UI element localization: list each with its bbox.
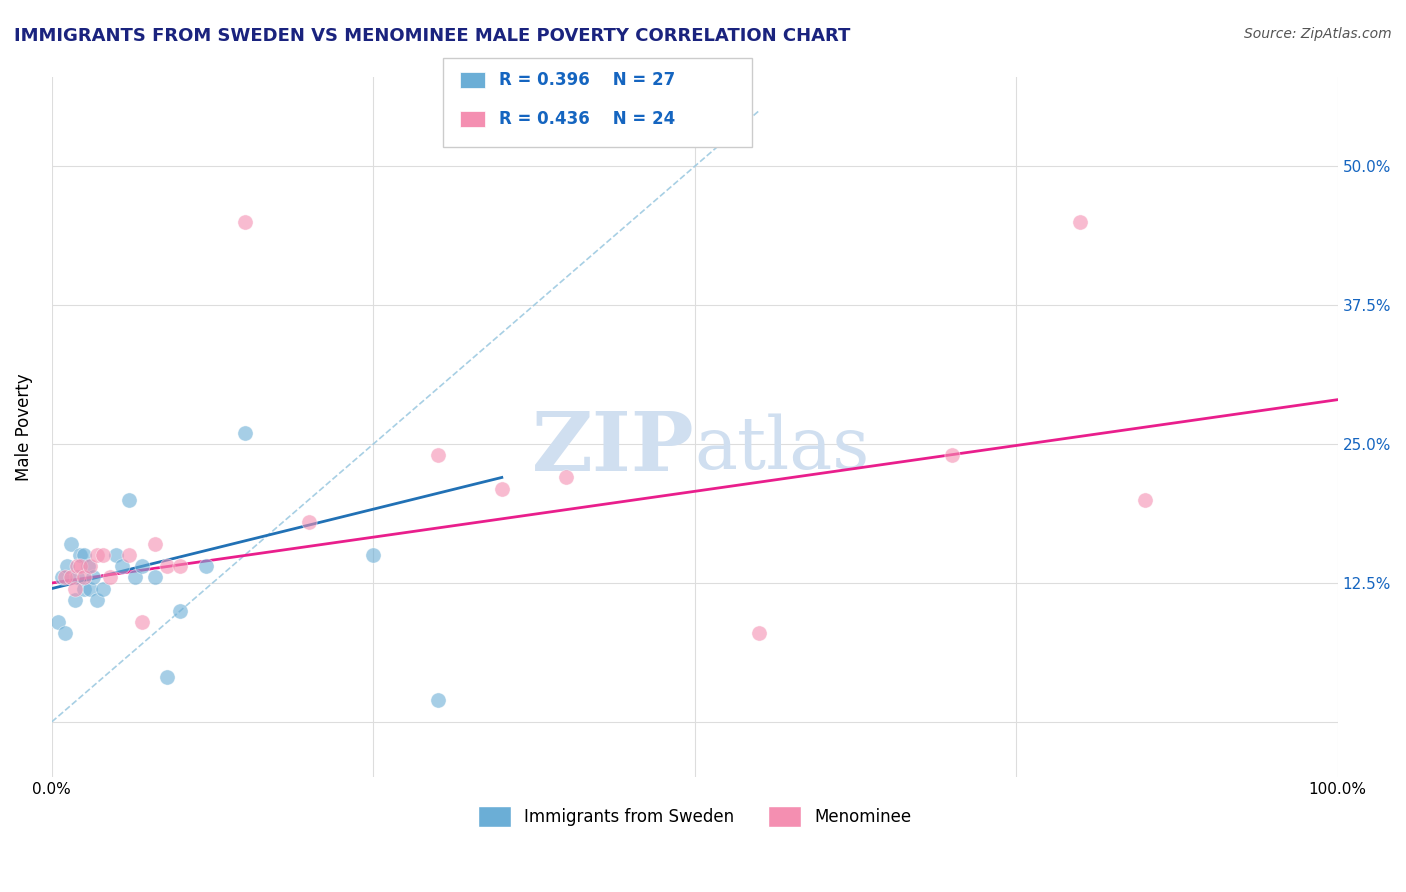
Point <box>131 559 153 574</box>
Point <box>361 548 384 562</box>
Point <box>53 626 76 640</box>
Point <box>111 559 134 574</box>
Text: IMMIGRANTS FROM SWEDEN VS MENOMINEE MALE POVERTY CORRELATION CHART: IMMIGRANTS FROM SWEDEN VS MENOMINEE MALE… <box>14 27 851 45</box>
Text: ZIP: ZIP <box>531 409 695 489</box>
Point <box>118 548 141 562</box>
Point <box>60 537 83 551</box>
Point <box>748 626 770 640</box>
Point <box>66 570 89 584</box>
Point <box>131 615 153 629</box>
Point <box>233 425 256 440</box>
Point <box>91 582 114 596</box>
Point <box>1133 492 1156 507</box>
Point <box>156 559 179 574</box>
Point <box>73 582 96 596</box>
Point <box>143 537 166 551</box>
Point <box>56 559 79 574</box>
Legend: Immigrants from Sweden, Menominee: Immigrants from Sweden, Menominee <box>471 800 918 833</box>
Text: atlas: atlas <box>695 413 870 483</box>
Point <box>233 215 256 229</box>
Point <box>941 448 963 462</box>
Point <box>69 559 91 574</box>
Point <box>60 570 83 584</box>
Point <box>63 592 86 607</box>
Point <box>118 492 141 507</box>
Text: R = 0.396    N = 27: R = 0.396 N = 27 <box>499 71 675 89</box>
Point <box>169 559 191 574</box>
Point <box>124 570 146 584</box>
Point <box>1069 215 1091 229</box>
Point <box>86 548 108 562</box>
Point <box>76 559 98 574</box>
Point <box>105 548 128 562</box>
Point <box>63 582 86 596</box>
Point <box>73 570 96 584</box>
Point <box>86 592 108 607</box>
Point <box>156 670 179 684</box>
Y-axis label: Male Poverty: Male Poverty <box>15 374 32 482</box>
Point <box>73 548 96 562</box>
Text: R = 0.436    N = 24: R = 0.436 N = 24 <box>499 110 675 128</box>
Text: Source: ZipAtlas.com: Source: ZipAtlas.com <box>1244 27 1392 41</box>
Point <box>66 559 89 574</box>
Point <box>169 604 191 618</box>
Point <box>426 448 449 462</box>
Point <box>79 582 101 596</box>
Point <box>426 692 449 706</box>
Point <box>555 470 578 484</box>
Point <box>79 559 101 574</box>
Point <box>195 559 218 574</box>
Point <box>298 515 321 529</box>
Point <box>143 570 166 584</box>
Point <box>51 570 73 584</box>
Point <box>69 548 91 562</box>
Point <box>91 548 114 562</box>
Point <box>82 570 104 584</box>
Point <box>491 482 513 496</box>
Point <box>53 570 76 584</box>
Point <box>98 570 121 584</box>
Point <box>46 615 69 629</box>
